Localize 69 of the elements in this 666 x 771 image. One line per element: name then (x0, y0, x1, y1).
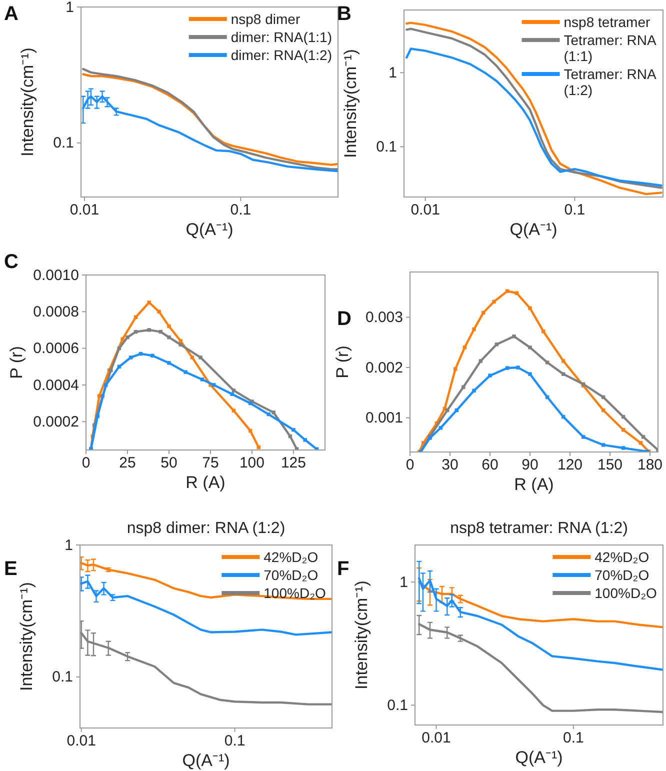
text: C (4, 251, 18, 273)
text: E (4, 558, 18, 580)
chart-title: nsp8 tetramer: RNA (1:2) (450, 520, 628, 537)
legend-label: 100%D₂O (594, 585, 657, 601)
annotation: B (337, 3, 352, 25)
y-tick-label: 1 (388, 64, 397, 82)
y-axis-title: Intensity(cm⁻¹) (17, 582, 36, 691)
x-tick-label: 0.1 (562, 730, 584, 747)
text: D (337, 308, 352, 330)
x-tick-label: 0 (82, 454, 90, 472)
x-tick-label: 75 (202, 454, 219, 472)
text: A (4, 3, 18, 25)
y-tick-label: 0.003 (365, 309, 403, 326)
y-tick-label: 1 (400, 574, 408, 591)
x-tick-label: 30 (442, 456, 458, 474)
x-tick-label: 25 (119, 454, 136, 472)
x-tick-label: 0.01 (410, 202, 440, 219)
x-tick-label: 90 (522, 456, 538, 474)
x-tick-label: 0.01 (66, 732, 96, 750)
y-axis-title: Intensity(cm⁻¹) (352, 580, 371, 690)
x-tick-label: 0.1 (230, 202, 252, 219)
legend-label: 70%D₂O (264, 567, 318, 583)
x-tick-label: 0.1 (224, 732, 246, 750)
legend-label: dimer: RNA(1:2) (230, 47, 332, 63)
x-axis-title: R (A) (514, 475, 554, 494)
y-tick-label: 0.0004 (33, 376, 79, 394)
legend-label: Tetramer: RNA (1:1) (564, 32, 657, 64)
x-tick-label: 150 (597, 456, 623, 474)
x-tick-label: 50 (160, 454, 178, 472)
text: F (337, 558, 350, 580)
y-axis-title: Intensity(cm⁻¹) (341, 49, 360, 158)
x-tick-label: 0.01 (70, 202, 100, 219)
y-tick-label: 0.0008 (33, 303, 79, 320)
legend-label: 70%D₂O (594, 567, 650, 583)
x-axis-title: Q(A⁻¹) (510, 220, 558, 239)
y-tick-label: 0.1 (53, 134, 74, 152)
y-axis-title: P (r) (333, 346, 352, 378)
legend-label: nsp8 dimer (230, 11, 300, 27)
y-tick-label: 0.1 (52, 668, 73, 686)
y-axis-title: Intensity(cm⁻¹) (18, 48, 37, 156)
x-tick-label: 180 (637, 456, 663, 474)
legend-label: dimer: RNA(1:1) (230, 29, 332, 45)
legend-label: 42%D₂O (264, 549, 318, 565)
x-tick-label: 125 (280, 454, 306, 472)
y-tick-label: 0.0006 (33, 340, 79, 358)
x-tick-label: 0.1 (564, 202, 586, 219)
y-tick-label: 0.001 (365, 410, 403, 427)
y-tick-label: 0.0010 (33, 266, 79, 284)
legend-label: 42%D₂O (594, 549, 650, 565)
x-axis-title: R (A) (186, 473, 226, 492)
y-tick-label: 0.1 (376, 138, 397, 156)
y-axis-title: P (r) (7, 346, 26, 379)
legend-label: Tetramer: RNA (1:2) (564, 66, 657, 98)
x-tick-label: 100 (239, 454, 264, 472)
y-tick-label: 0.002 (365, 359, 403, 376)
x-tick-label: 120 (557, 456, 583, 474)
x-tick-label: 0.01 (422, 730, 451, 747)
legend-label: nsp8 tetramer (564, 14, 650, 30)
y-tick-label: 1 (66, 0, 74, 16)
y-tick-label: 0.1 (387, 696, 408, 714)
legend-label: 100%D₂O (264, 585, 326, 601)
y-tick-label: 0.0002 (33, 413, 79, 430)
x-tick-label: 60 (482, 456, 498, 474)
x-axis-title: Q(A⁻¹) (186, 220, 234, 239)
y-tick-label: 1 (64, 536, 73, 554)
x-tick-label: 0 (406, 456, 414, 474)
x-axis-title: Q(A⁻¹) (515, 748, 563, 767)
x-axis-title: Q(A⁻¹) (182, 751, 230, 770)
chart-title: nsp8 dimer: RNA (1:2) (126, 520, 286, 537)
